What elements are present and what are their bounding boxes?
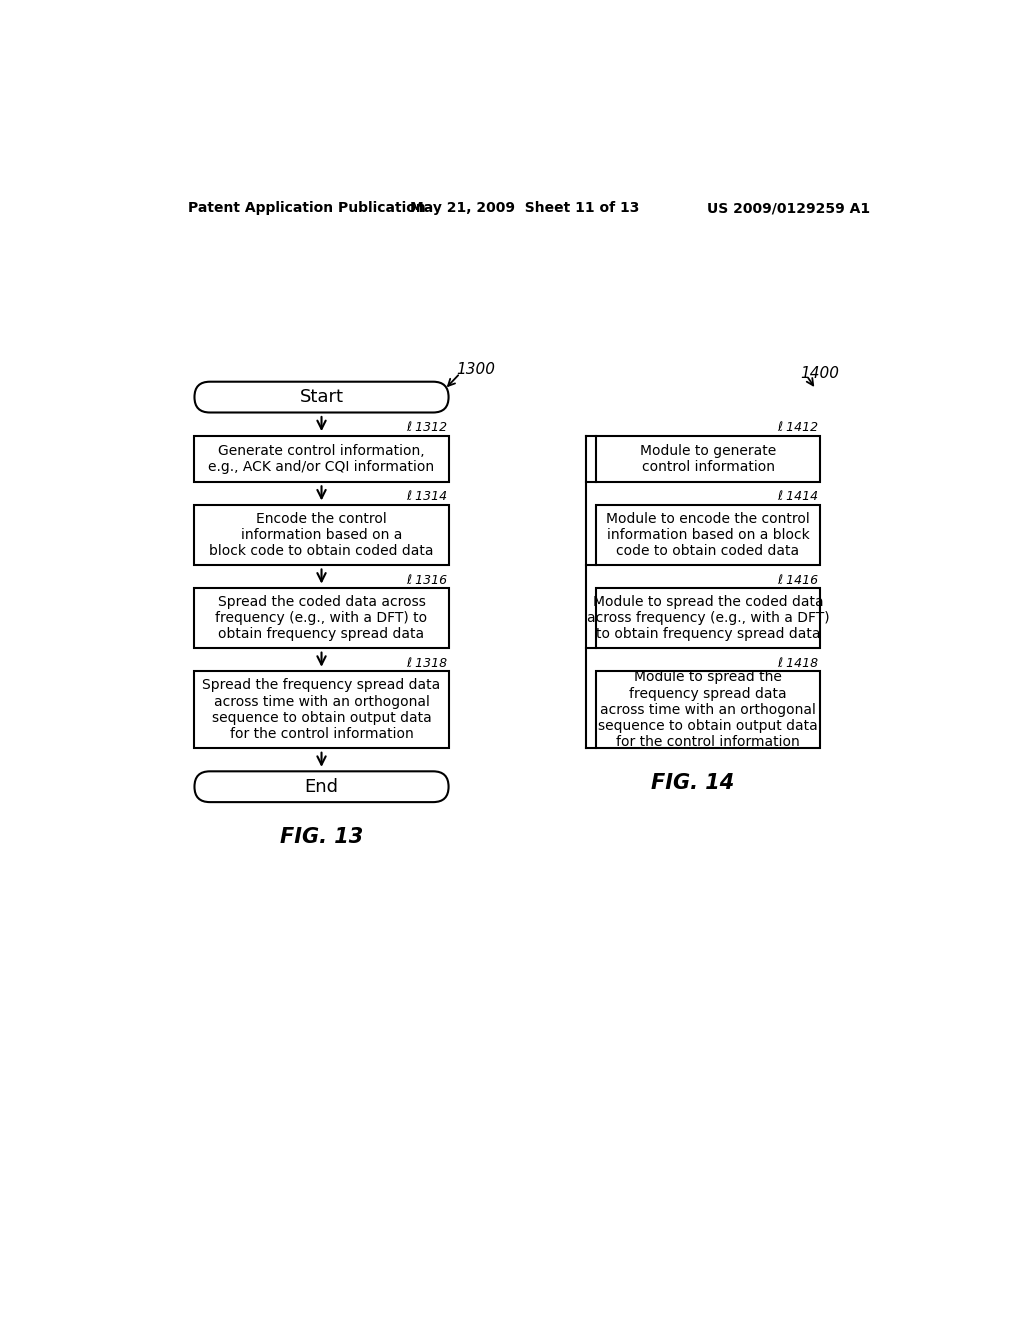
Text: Patent Application Publication: Patent Application Publication <box>188 202 426 215</box>
FancyBboxPatch shape <box>195 381 449 412</box>
Text: FIG. 14: FIG. 14 <box>651 774 734 793</box>
Text: FIG. 13: FIG. 13 <box>280 826 364 846</box>
Bar <box>596 436 819 482</box>
Text: Spread the coded data across
frequency (e.g., with a DFT) to
obtain frequency sp: Spread the coded data across frequency (… <box>215 595 428 642</box>
Text: 1300: 1300 <box>457 363 496 378</box>
FancyBboxPatch shape <box>195 771 449 803</box>
Text: ℓ 1412: ℓ 1412 <box>777 421 818 434</box>
Text: ℓ 1314: ℓ 1314 <box>406 490 447 503</box>
Text: ℓ 1312: ℓ 1312 <box>406 421 447 434</box>
Bar <box>596 589 819 648</box>
Bar <box>596 671 819 748</box>
Text: Start: Start <box>299 388 343 407</box>
Text: Encode the control
information based on a
block code to obtain coded data: Encode the control information based on … <box>209 512 434 558</box>
Bar <box>596 506 819 565</box>
Bar <box>195 506 449 565</box>
Text: Module to spread the coded data
across frequency (e.g., with a DFT)
to obtain fr: Module to spread the coded data across f… <box>587 595 829 642</box>
Text: Generate control information,
e.g., ACK and/or CQI information: Generate control information, e.g., ACK … <box>209 444 434 474</box>
Bar <box>195 589 449 648</box>
Text: ℓ 1418: ℓ 1418 <box>777 656 818 669</box>
Text: Module to generate
control information: Module to generate control information <box>640 444 776 474</box>
Bar <box>195 436 449 482</box>
Bar <box>195 671 449 748</box>
Text: ℓ 1316: ℓ 1316 <box>406 573 447 586</box>
Text: Module to encode the control
information based on a block
code to obtain coded d: Module to encode the control information… <box>606 512 810 558</box>
Text: 1400: 1400 <box>801 367 840 381</box>
Text: Spread the frequency spread data
across time with an orthogonal
sequence to obta: Spread the frequency spread data across … <box>203 678 440 741</box>
Text: ℓ 1416: ℓ 1416 <box>777 573 818 586</box>
Text: Module to spread the
frequency spread data
across time with an orthogonal
sequen: Module to spread the frequency spread da… <box>598 671 818 750</box>
Text: ℓ 1414: ℓ 1414 <box>777 490 818 503</box>
Text: US 2009/0129259 A1: US 2009/0129259 A1 <box>707 202 869 215</box>
Text: ℓ 1318: ℓ 1318 <box>406 656 447 669</box>
Text: End: End <box>304 777 339 796</box>
Text: May 21, 2009  Sheet 11 of 13: May 21, 2009 Sheet 11 of 13 <box>411 202 639 215</box>
